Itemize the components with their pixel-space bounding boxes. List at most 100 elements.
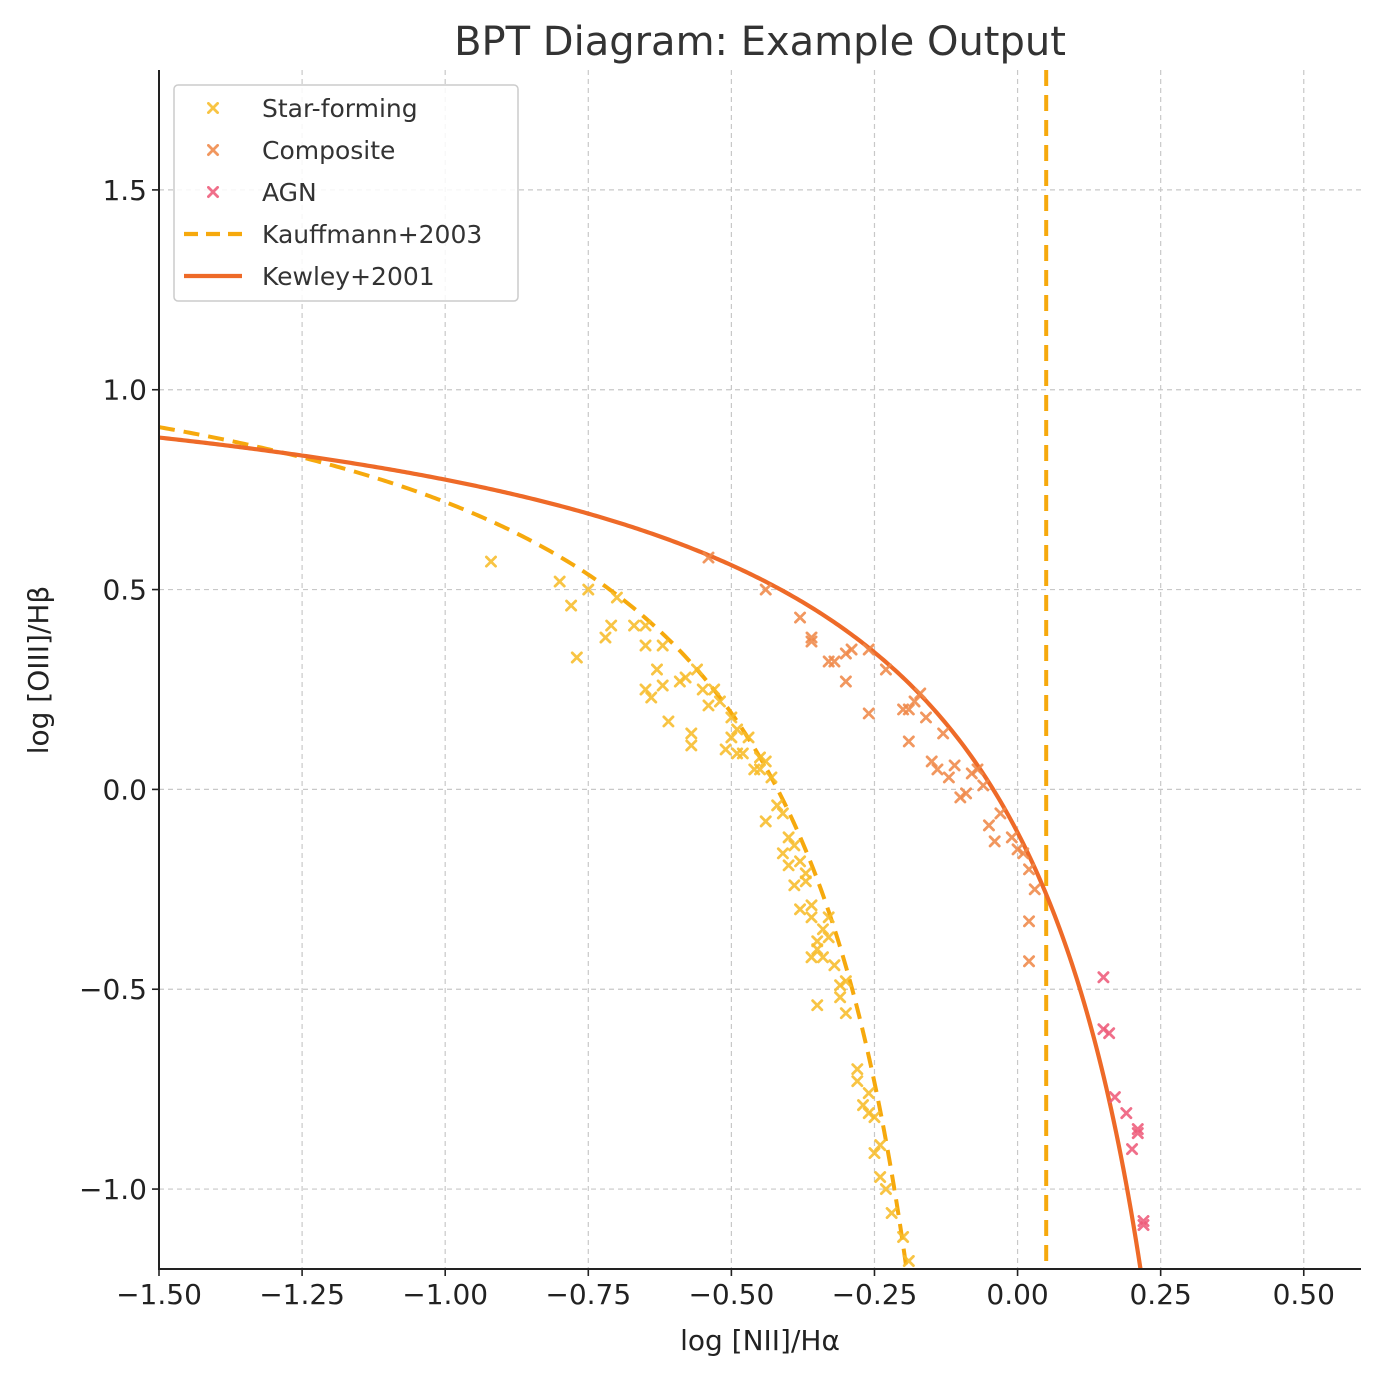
star-forming-point — [765, 771, 778, 784]
star-forming-point — [645, 691, 658, 704]
x-tick-label: 0.50 — [1273, 1278, 1335, 1311]
star-forming-point — [610, 591, 623, 604]
star-forming-point — [834, 991, 847, 1004]
star-forming-point — [599, 631, 612, 644]
star-forming-point — [794, 855, 807, 868]
star-forming-point — [582, 583, 595, 596]
composite-point — [971, 763, 984, 776]
star-forming-point — [639, 619, 652, 632]
star-forming-point — [725, 731, 738, 744]
composite-point — [828, 655, 841, 668]
star-forming-point — [691, 663, 704, 676]
star-forming-point — [776, 847, 789, 860]
star-forming-point — [736, 747, 749, 760]
agn-point — [1131, 1123, 1144, 1136]
y-tick-label: 1.0 — [102, 374, 147, 407]
y-tick-label: −1.0 — [79, 1173, 147, 1206]
star-forming-point — [650, 663, 663, 676]
star-forming-point — [868, 1111, 881, 1124]
composite-point — [925, 755, 938, 768]
star-forming-point — [839, 975, 852, 988]
x-tick-label: −1.25 — [259, 1278, 345, 1311]
composite-point — [942, 771, 955, 784]
composite-point — [908, 695, 921, 708]
star-forming-point — [685, 739, 698, 752]
star-forming-point — [656, 639, 669, 652]
star-forming-point — [874, 1139, 887, 1152]
star-forming-point — [553, 575, 566, 588]
star-forming-point — [771, 799, 784, 812]
composite-point — [902, 703, 915, 716]
y-tick-label: 0.0 — [102, 773, 147, 806]
star-forming-point — [868, 1147, 881, 1160]
composite-point — [919, 711, 932, 724]
legend-kewley-2001-label: Kewley+2001 — [262, 262, 435, 291]
composite-point — [977, 779, 990, 792]
composite-point — [960, 787, 973, 800]
star-forming-point — [719, 743, 732, 756]
star-forming-point — [742, 731, 755, 744]
star-forming-point — [799, 875, 812, 888]
star-forming-point — [662, 715, 675, 728]
agn-point — [1097, 971, 1110, 984]
legend-box — [173, 84, 519, 302]
star-forming-point — [696, 683, 709, 696]
composite-point — [988, 835, 1001, 848]
y-tick-label: 1.5 — [102, 174, 147, 207]
star-forming-point — [725, 711, 738, 724]
star-forming-point — [805, 899, 818, 912]
star-forming-point — [628, 619, 641, 632]
composite-point — [879, 663, 892, 676]
ticks: −1.50 −1.25 −1.00 −0.75 −0.50 −0.25 0.00 0.25 0.… — [79, 174, 1335, 1311]
star-forming-point — [788, 839, 801, 852]
composite-point — [759, 583, 772, 596]
star-forming-point — [851, 1075, 864, 1088]
scatter-points — [484, 551, 1150, 1268]
composite-point — [937, 727, 950, 740]
x-tick-label: −0.25 — [832, 1278, 918, 1311]
composite-point — [1017, 847, 1030, 860]
legend-composite-label: Composite — [262, 136, 395, 165]
legend-agn-label: AGN — [262, 178, 317, 207]
composite-point — [862, 707, 875, 720]
star-forming-point — [639, 683, 652, 696]
star-forming-point — [656, 679, 669, 692]
curves — [159, 70, 1143, 1269]
star-forming-point — [857, 1099, 870, 1112]
legend-star-forming-label: Star-forming — [262, 94, 418, 123]
x-tick-label: 0.00 — [986, 1278, 1048, 1311]
composite-point — [982, 819, 995, 832]
star-forming-point — [839, 1007, 852, 1020]
agn-point — [1120, 1107, 1133, 1120]
star-forming-point — [685, 727, 698, 740]
star-forming-point — [759, 815, 772, 828]
star-forming-point — [902, 1255, 915, 1268]
kewley-2001-curve — [159, 435, 1143, 1269]
chart-title: BPT Diagram: Example Output — [454, 19, 1066, 65]
star-forming-point — [788, 879, 801, 892]
grid — [159, 70, 1361, 1269]
legend-star-forming-marker — [206, 102, 220, 114]
x-tick-label: −1.00 — [402, 1278, 488, 1311]
star-forming-point — [885, 1207, 898, 1220]
composite-point — [948, 759, 961, 772]
star-forming-point — [851, 1063, 864, 1076]
star-forming-point — [639, 639, 652, 652]
star-forming-point — [708, 683, 721, 696]
composite-point — [914, 687, 927, 700]
star-forming-point — [754, 763, 766, 776]
star-forming-point — [816, 923, 829, 936]
star-forming-point — [811, 999, 824, 1012]
star-forming-point — [805, 951, 818, 964]
star-forming-point — [605, 619, 618, 632]
x-tick-label: 0.25 — [1129, 1278, 1191, 1311]
legend-kauffmann-2003-label: Kauffmann+2003 — [262, 220, 482, 249]
star-forming-point — [782, 859, 795, 872]
composite-point — [845, 643, 858, 656]
composite-point — [862, 643, 875, 656]
star-forming-point — [794, 903, 807, 916]
composite-point — [931, 763, 944, 776]
composite-point — [902, 735, 915, 748]
